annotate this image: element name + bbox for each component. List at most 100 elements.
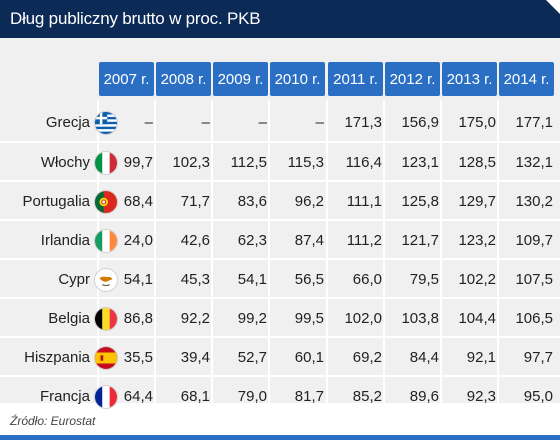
table-cell: 102,3	[172, 154, 210, 171]
header-bar: Dług publiczny brutto w proc. PKB	[0, 0, 560, 38]
table-cell: 123,1	[401, 154, 439, 171]
year-header-7: 2013 r.	[442, 62, 497, 96]
table-cell: 99,2	[237, 310, 267, 327]
table-cell: 92,3	[466, 388, 496, 405]
table-cell: 128,5	[458, 154, 496, 171]
table-cell: 130,2	[515, 193, 553, 210]
column-divider	[326, 100, 328, 403]
table-cell: 116,4	[345, 154, 382, 171]
table-cell: 45,3	[180, 271, 210, 288]
row-divider	[0, 141, 560, 143]
table-cell: 86,8	[123, 310, 153, 327]
year-header-1: 2007 r.	[99, 62, 154, 96]
country-label: Francja	[39, 388, 90, 405]
country-label: Grecja	[45, 114, 90, 131]
table-cell: 99,7	[123, 154, 153, 171]
table-cell: 123,2	[458, 232, 496, 249]
table-cell: 54,1	[237, 271, 267, 288]
row-divider	[0, 336, 560, 338]
column-divider	[211, 100, 213, 403]
table-cell: 69,2	[352, 349, 382, 366]
table-cell: –	[144, 114, 153, 131]
table-cell: 79,0	[237, 388, 267, 405]
table-cell: 79,5	[409, 271, 439, 288]
country-label: Irlandia	[40, 232, 90, 249]
table-cell: 84,4	[409, 349, 439, 366]
table-cell: 83,6	[237, 193, 267, 210]
table-cell: 71,7	[180, 193, 210, 210]
table-cell: 85,2	[352, 388, 382, 405]
table-cell: 92,2	[180, 310, 210, 327]
table-cell: –	[315, 114, 324, 131]
year-header-4: 2010 r.	[270, 62, 325, 96]
year-header-2: 2008 r.	[156, 62, 211, 96]
table-cell: 64,4	[123, 388, 153, 405]
country-label: Hiszpania	[24, 349, 90, 366]
table-cell: 89,6	[409, 388, 439, 405]
italy-flag-icon	[94, 151, 118, 175]
table-cell: 129,7	[458, 193, 496, 210]
table-cell: 39,4	[180, 349, 210, 366]
table-cell: 106,5	[515, 310, 553, 327]
column-divider	[497, 100, 499, 403]
year-header-3: 2009 r.	[213, 62, 268, 96]
table-cell: 68,1	[180, 388, 210, 405]
table-cell: 132,1	[515, 154, 553, 171]
table-cell: 60,1	[294, 349, 324, 366]
header-corner-fold	[546, 0, 560, 14]
country-label: Włochy	[40, 154, 90, 171]
table-cell: 121,7	[401, 232, 439, 249]
table-cell: 111,1	[346, 193, 382, 210]
table-cell: 125,8	[401, 193, 439, 210]
column-divider	[440, 100, 442, 403]
belgium-flag-icon	[94, 307, 118, 331]
portugal-flag-icon	[94, 190, 118, 214]
table-cell: 35,5	[123, 349, 153, 366]
table-cell: 107,5	[515, 271, 553, 288]
table-cell: 24,0	[123, 232, 153, 249]
table-cell: 42,6	[180, 232, 210, 249]
table-cell: 52,7	[237, 349, 267, 366]
year-header-6: 2012 r.	[385, 62, 440, 96]
table-cell: 171,3	[344, 114, 382, 131]
table-cell: 99,5	[294, 310, 324, 327]
table-cell: 175,0	[458, 114, 496, 131]
table-cell: 56,5	[294, 271, 324, 288]
table-cell: 111,2	[346, 232, 382, 249]
table-cell: –	[258, 114, 267, 131]
table-cell: 115,3	[287, 154, 324, 171]
row-divider	[0, 180, 560, 182]
table-cell: 95,0	[523, 388, 553, 405]
year-header-8: 2014 r.	[499, 62, 554, 96]
table-cell: 92,1	[466, 349, 496, 366]
table-cell: 97,7	[523, 349, 553, 366]
row-divider	[0, 375, 560, 377]
france-flag-icon	[94, 385, 118, 409]
table-cell: 66,0	[352, 271, 382, 288]
table-cell: –	[201, 114, 210, 131]
country-label: Belgia	[48, 310, 90, 327]
table-cell: 109,7	[515, 232, 553, 249]
table-cell: 68,4	[123, 193, 153, 210]
table-cell: 104,4	[458, 310, 496, 327]
footer-accent-line	[0, 435, 560, 440]
source-note: Źródło: Eurostat	[10, 414, 96, 428]
row-divider	[0, 219, 560, 221]
table-cell: 102,0	[344, 310, 382, 327]
column-divider	[97, 100, 99, 403]
table-cell: 103,8	[401, 310, 439, 327]
table-cell: 102,2	[458, 271, 496, 288]
table-cell: 96,2	[294, 193, 324, 210]
column-divider	[154, 100, 156, 403]
table-cell: 87,4	[294, 232, 324, 249]
row-divider	[0, 258, 560, 260]
table-cell: 54,1	[123, 271, 153, 288]
ireland-flag-icon	[94, 229, 118, 253]
table-cell: 156,9	[401, 114, 439, 131]
column-divider	[383, 100, 385, 403]
table-cell: 62,3	[237, 232, 267, 249]
table-cell: 177,1	[515, 114, 553, 131]
year-header-5: 2011 r.	[328, 62, 383, 96]
page-title: Dług publiczny brutto w proc. PKB	[10, 9, 261, 28]
country-label: Cypr	[58, 271, 90, 288]
